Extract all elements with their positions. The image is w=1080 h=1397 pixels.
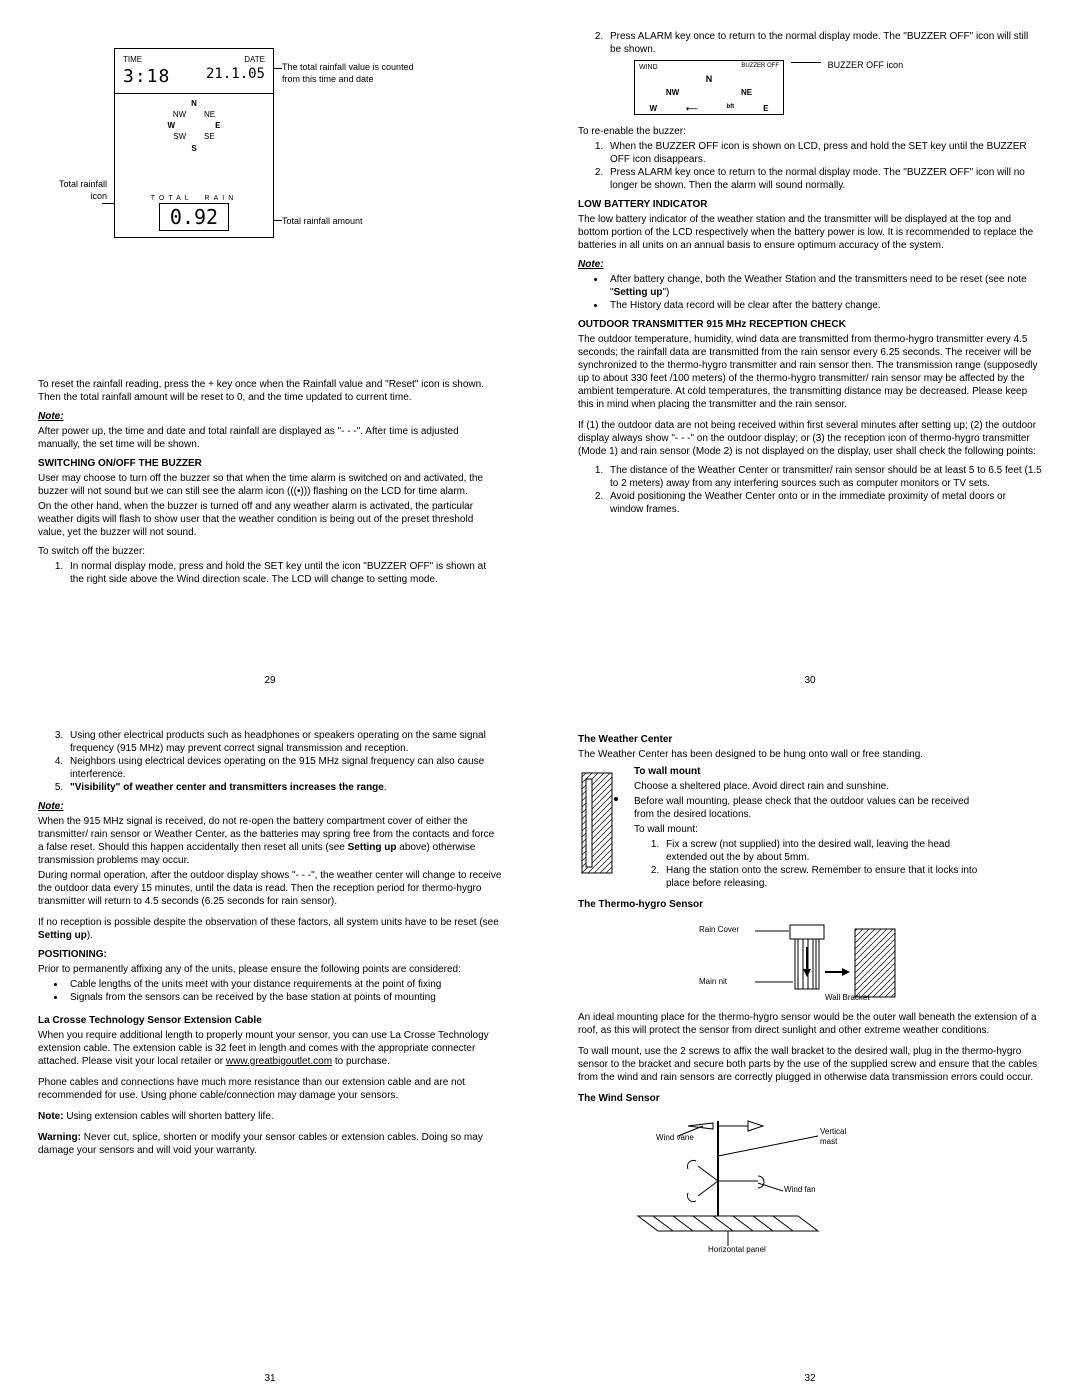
wind-diagram: Wind vane Vertical mast Wind fan Horizon… <box>618 1111 858 1261</box>
cont-list: Using other electrical products such as … <box>38 729 502 794</box>
wc-text: The Weather Center has been designed to … <box>578 748 1042 761</box>
lowbat-text: The low battery indicator of the weather… <box>578 213 1042 252</box>
page-30: Press ALARM key once to return to the no… <box>540 0 1080 699</box>
list-item: After battery change, both the Weather S… <box>606 273 1042 299</box>
wc-heading: The Weather Center <box>578 733 1042 746</box>
wall-mount-list: Fix a screw (not supplied) into the desi… <box>634 838 984 890</box>
list-item: Press ALARM key once to return to the no… <box>606 166 1042 192</box>
outdoor-heading: OUTDOOR TRANSMITTER 915 MHz RECEPTION CH… <box>578 318 1042 331</box>
ext-cable-heading: La Crosse Technology Sensor Extension Ca… <box>38 1014 502 1027</box>
note-p3: If no reception is possible despite the … <box>38 916 502 942</box>
wall-p2: Before wall mounting, please check that … <box>634 795 984 821</box>
page-32: The Weather Center The Weather Center ha… <box>540 699 1080 1397</box>
page-number: 32 <box>804 1372 815 1385</box>
label-vertical-mast: Vertical mast <box>820 1127 858 1148</box>
lcd-time: 3:18 <box>115 66 170 87</box>
thermo-p2: To wall mount, use the 2 screws to affix… <box>578 1045 1042 1084</box>
wind-heading: The Wind Sensor <box>578 1092 1042 1105</box>
reset-text: To reset the rainfall reading, press the… <box>38 378 502 404</box>
list-item: Signals from the sensors can be received… <box>66 991 502 1004</box>
list-item: Press ALARM key once to return to the no… <box>606 30 1042 56</box>
switch-off-list: In normal display mode, press and hold t… <box>38 560 502 586</box>
wall-p1: Choose a sheltered place. Avoid direct r… <box>634 780 984 793</box>
lcd-time-label: TIME <box>123 55 142 65</box>
page-31: Using other electrical products such as … <box>0 699 540 1397</box>
compass: N NW NE W E SW SE S <box>115 98 273 154</box>
label-rain-cover: Rain Cover <box>699 925 739 935</box>
label-right-1: The total rainfall value is counted from… <box>282 62 432 85</box>
list-item: Hang the station onto the screw. Remembe… <box>662 864 984 890</box>
lcd-date-label: DATE <box>244 55 265 65</box>
ext-cable-p1: When you require additional length to pr… <box>38 1029 502 1068</box>
list-item: "Visibility" of weather center and trans… <box>66 781 502 794</box>
buzzer-off-label: BUZZER OFF icon <box>828 60 904 72</box>
list-item: Avoid positioning the Weather Center ont… <box>606 490 1042 516</box>
list-item: Cable lengths of the units meet with you… <box>66 978 502 991</box>
label-wind-vane: Wind vane <box>656 1133 694 1143</box>
note-heading: Note: <box>578 258 1042 271</box>
list-item: Using other electrical products such as … <box>66 729 502 755</box>
list-item: The History data record will be clear af… <box>606 299 1042 312</box>
reenable-intro: To re-enable the buzzer: <box>578 125 1042 138</box>
lcd-date: 21.1.05 <box>206 65 273 83</box>
buzzer-cont-list: Press ALARM key once to return to the no… <box>578 30 1042 56</box>
check-list: The distance of the Weather Center or tr… <box>578 464 1042 516</box>
note-p1: When the 915 MHz signal is received, do … <box>38 815 502 867</box>
note-p2: During normal operation, after the outdo… <box>38 869 502 908</box>
reenable-list: When the BUZZER OFF icon is shown on LCD… <box>578 140 1042 192</box>
note-text: After power up, the time and date and to… <box>38 425 502 451</box>
note-list: After battery change, both the Weather S… <box>578 273 1042 312</box>
thermo-heading: The Thermo-hygro Sensor <box>578 898 1042 911</box>
note-heading: Note: <box>38 410 502 423</box>
label-total-rainfall-icon: Total rainfall icon <box>45 179 107 202</box>
buzzer-p1: User may choose to turn off the buzzer s… <box>38 472 502 498</box>
buzzer-p2: On the other hand, when the buzzer is tu… <box>38 500 502 539</box>
wall-p3: To wall mount: <box>634 823 984 836</box>
list-item: Neighbors using electrical devices opera… <box>66 755 502 781</box>
note-heading: Note: <box>38 800 502 813</box>
ext-cable-p2: Phone cables and connections have much m… <box>38 1076 502 1102</box>
buzzer-off-diagram: WINDBUZZER OFF N NWNE W⟵bftE <box>634 60 784 115</box>
page-number: 29 <box>264 674 275 687</box>
list-item: The distance of the Weather Center or tr… <box>606 464 1042 490</box>
positioning-list: Cable lengths of the units meet with you… <box>38 978 502 1004</box>
ext-note: Note: Using extension cables will shorte… <box>38 1110 502 1123</box>
switch-off-intro: To switch off the buzzer: <box>38 545 502 558</box>
wall-mount-heading: To wall mount <box>634 765 984 778</box>
outdoor-p1: The outdoor temperature, humidity, wind … <box>578 333 1042 411</box>
list-item: Fix a screw (not supplied) into the desi… <box>662 838 984 864</box>
rain-value: 0.92 <box>159 203 229 231</box>
ext-warning: Warning: Never cut, splice, shorten or m… <box>38 1131 502 1157</box>
label-wind-fan: Wind fan <box>784 1185 816 1195</box>
wall-mount-icon <box>578 769 622 879</box>
lcd-diagram: Total rainfall icon TIME DATE 3:18 21.1.… <box>114 48 274 238</box>
switch-off-item: In normal display mode, press and hold t… <box>66 560 502 586</box>
page-number: 31 <box>264 1372 275 1385</box>
label-wall-bracket: Wall Bracket <box>825 993 870 1003</box>
page-29: Total rainfall icon TIME DATE 3:18 21.1.… <box>0 0 540 699</box>
outdoor-p2: If (1) the outdoor data are not being re… <box>578 419 1042 458</box>
positioning-heading: POSITIONING: <box>38 948 502 961</box>
page-number: 30 <box>804 674 815 687</box>
thermo-diagram: Rain Cover Main nit Wall Bracket <box>695 917 925 1007</box>
label-horizontal-panel: Horizontal panel <box>708 1245 766 1255</box>
label-main-unit: Main nit <box>699 977 727 987</box>
positioning-intro: Prior to permanently affixing any of the… <box>38 963 502 976</box>
lowbat-heading: LOW BATTERY INDICATOR <box>578 198 1042 211</box>
buzzer-heading: SWITCHING ON/OFF THE BUZZER <box>38 457 502 470</box>
label-right-2: Total rainfall amount <box>282 216 432 228</box>
list-item: When the BUZZER OFF icon is shown on LCD… <box>606 140 1042 166</box>
thermo-p1: An ideal mounting place for the thermo-h… <box>578 1011 1042 1037</box>
